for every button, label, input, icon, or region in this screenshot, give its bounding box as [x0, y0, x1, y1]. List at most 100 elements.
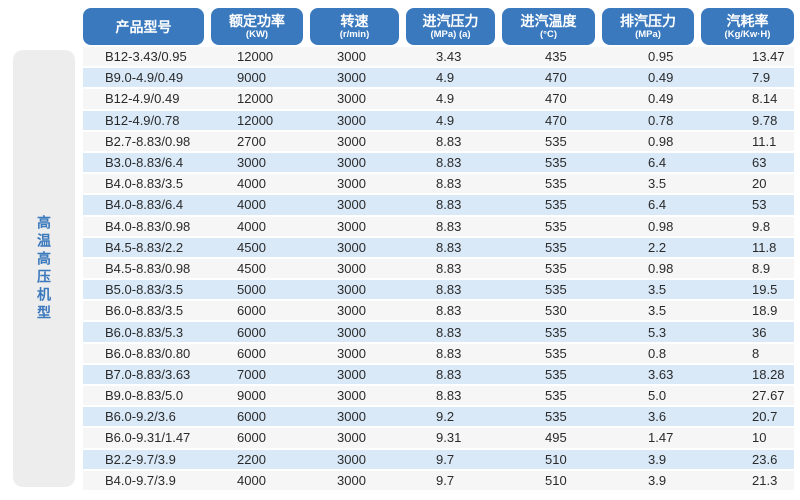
cell-inlet-temp: 535 — [545, 155, 567, 171]
table-row: B9.0-8.83/5.0 9000 3000 8.83 535 5.0 27.67 — [83, 386, 794, 406]
column-header-model: 产品型号 — [83, 8, 204, 45]
column-label: 进汽压力 — [422, 13, 479, 29]
cell-model: B4.0-8.83/6.4 — [105, 197, 184, 213]
table-row: B4.0-8.83/3.5 4000 3000 8.83 535 3.5 20 — [83, 174, 794, 194]
cell-speed: 3000 — [337, 388, 366, 404]
column-unit: (r/min) — [339, 29, 370, 40]
cell-exhaust-pressure: 3.5 — [648, 303, 667, 319]
cell-model: B2.2-9.7/3.9 — [105, 451, 176, 467]
cell-rated-power: 6000 — [237, 324, 266, 340]
cell-inlet-pressure: 8.83 — [436, 366, 462, 382]
cell-steam-rate: 8 — [752, 345, 760, 361]
cell-exhaust-pressure: 3.63 — [648, 366, 674, 382]
cell-model: B6.0-9.2/3.6 — [105, 409, 176, 425]
cell-exhaust-pressure: 3.5 — [648, 176, 667, 192]
cell-rated-power: 4500 — [237, 260, 266, 276]
column-unit: (Kg/Kw·H) — [724, 29, 771, 40]
column-label: 进汽温度 — [520, 13, 577, 29]
table-row: B6.0-9.2/3.6 6000 3000 9.2 535 3.6 20.7 — [83, 407, 794, 427]
cell-model: B9.0-8.83/5.0 — [105, 388, 184, 404]
cell-exhaust-pressure: 0.98 — [648, 260, 674, 276]
cell-speed: 3000 — [337, 70, 366, 86]
cell-speed: 3000 — [337, 218, 366, 234]
cell-steam-rate: 11.8 — [752, 239, 777, 255]
cell-inlet-temp: 435 — [545, 49, 567, 65]
cell-exhaust-pressure: 1.47 — [648, 430, 674, 446]
cell-inlet-pressure: 4.9 — [436, 91, 455, 107]
cell-steam-rate: 9.78 — [752, 112, 778, 128]
cell-speed: 3000 — [337, 176, 366, 192]
cell-model: B4.0-8.83/3.5 — [105, 176, 184, 192]
cell-exhaust-pressure: 3.9 — [648, 451, 667, 467]
cell-speed: 3000 — [337, 112, 366, 128]
cell-speed: 3000 — [337, 49, 366, 65]
table-row: B12-4.9/0.78 12000 3000 4.9 470 0.78 9.78 — [83, 110, 794, 130]
table-row: B4.0-8.83/6.4 4000 3000 8.83 535 6.4 53 — [83, 195, 794, 215]
cell-exhaust-pressure: 0.49 — [648, 91, 674, 107]
table-row: B12-3.43/0.95 12000 3000 3.43 435 0.95 13.47 — [83, 47, 794, 67]
table-row: B9.0-4.9/0.49 9000 3000 4.9 470 0.49 7.9 — [83, 68, 794, 88]
cell-speed: 3000 — [337, 324, 366, 340]
table-row: B12-4.9/0.49 12000 3000 4.9 470 0.49 8.14 — [83, 89, 794, 109]
cell-speed: 3000 — [337, 472, 366, 488]
column-unit: (MPa) (a) — [430, 29, 471, 40]
column-unit: (°C) — [540, 29, 557, 40]
column-header-speed: 转速 (r/min) — [310, 8, 399, 45]
column-header-steam-rate: 汽耗率 (Kg/Kw·H) — [701, 8, 794, 45]
cell-model: B6.0-8.83/3.5 — [105, 303, 184, 319]
cell-speed: 3000 — [337, 155, 366, 171]
cell-inlet-temp: 470 — [545, 91, 567, 107]
cell-model: B6.0-8.83/5.3 — [105, 324, 184, 340]
cell-exhaust-pressure: 2.2 — [648, 239, 667, 255]
cell-inlet-pressure: 8.83 — [436, 345, 462, 361]
cell-rated-power: 7000 — [237, 366, 266, 382]
category-sidebar: 高温高压机型 — [13, 50, 75, 487]
cell-exhaust-pressure: 0.98 — [648, 218, 674, 234]
table-row: B2.2-9.7/3.9 2200 3000 9.7 510 3.9 23.6 — [83, 449, 794, 469]
cell-speed: 3000 — [337, 345, 366, 361]
cell-model: B2.7-8.83/0.98 — [105, 133, 191, 149]
cell-inlet-pressure: 8.83 — [436, 388, 462, 404]
cell-inlet-temp: 535 — [545, 282, 567, 298]
column-header-inlet-pressure: 进汽压力 (MPa) (a) — [406, 8, 495, 45]
cell-speed: 3000 — [337, 260, 366, 276]
cell-exhaust-pressure: 3.9 — [648, 472, 667, 488]
cell-inlet-pressure: 8.83 — [436, 218, 462, 234]
table-row: B6.0-8.83/5.3 6000 3000 8.83 535 5.3 36 — [83, 322, 794, 342]
column-unit: (KW) — [245, 29, 269, 40]
cell-steam-rate: 23.6 — [752, 451, 778, 467]
cell-model: B3.0-8.83/6.4 — [105, 155, 184, 171]
cell-steam-rate: 53 — [752, 197, 767, 213]
cell-inlet-pressure: 9.2 — [436, 409, 455, 425]
cell-model: B7.0-8.83/3.63 — [105, 366, 191, 382]
table-row: B7.0-8.83/3.63 7000 3000 8.83 535 3.63 18.28 — [83, 364, 794, 384]
cell-steam-rate: 7.9 — [752, 70, 771, 86]
cell-rated-power: 4000 — [237, 472, 266, 488]
cell-steam-rate: 18.28 — [752, 366, 785, 382]
cell-rated-power: 6000 — [237, 409, 266, 425]
cell-model: B12-4.9/0.78 — [105, 112, 180, 128]
cell-inlet-temp: 510 — [545, 451, 567, 467]
cell-speed: 3000 — [337, 133, 366, 149]
cell-rated-power: 4000 — [237, 176, 266, 192]
cell-inlet-pressure: 8.83 — [436, 324, 462, 340]
cell-speed: 3000 — [337, 197, 366, 213]
cell-model: B4.5-8.83/0.98 — [105, 260, 191, 276]
cell-inlet-pressure: 8.83 — [436, 282, 462, 298]
cell-rated-power: 12000 — [237, 49, 274, 65]
cell-inlet-pressure: 8.83 — [436, 239, 462, 255]
cell-model: B9.0-4.9/0.49 — [105, 70, 184, 86]
table-row: B3.0-8.83/6.4 3000 3000 8.83 535 6.4 63 — [83, 152, 794, 173]
cell-inlet-pressure: 9.7 — [436, 451, 455, 467]
table-row: B5.0-8.83/3.5 5000 3000 8.83 535 3.5 19.5 — [83, 280, 794, 300]
table-header-row: 产品型号 额定功率 (KW) 转速 (r/min) 进汽压力 (MPa) (a) 进汽温度 (°… — [83, 8, 794, 45]
cell-inlet-pressure: 4.9 — [436, 70, 455, 86]
cell-inlet-temp: 530 — [545, 303, 567, 319]
cell-speed: 3000 — [337, 366, 366, 382]
cell-exhaust-pressure: 0.78 — [648, 112, 674, 128]
cell-inlet-pressure: 8.83 — [436, 176, 462, 192]
cell-steam-rate: 9.8 — [752, 218, 771, 234]
cell-rated-power: 4000 — [237, 218, 266, 234]
cell-inlet-temp: 535 — [545, 409, 567, 425]
cell-inlet-temp: 535 — [545, 345, 567, 361]
